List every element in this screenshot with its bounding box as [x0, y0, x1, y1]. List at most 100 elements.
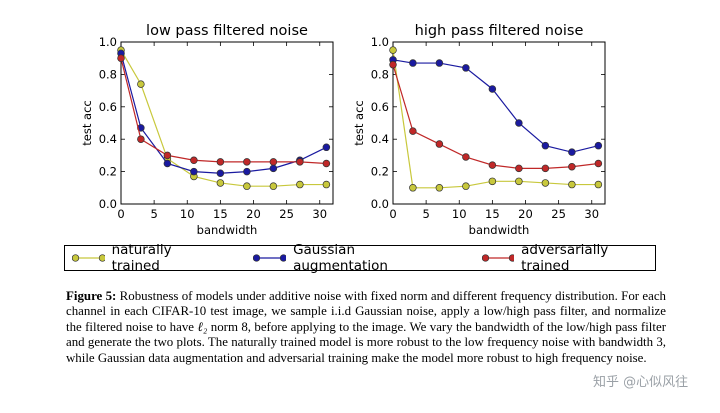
- data-point-gaussian-augmentation: [322, 143, 331, 152]
- x-tick-label: 0: [389, 207, 396, 221]
- data-point-adversarially-trained: [389, 60, 397, 69]
- data-point-adversarially-trained: [163, 151, 172, 160]
- legend-label-natural: naturally trained: [111, 242, 172, 274]
- y-tick-label: 0.2: [371, 165, 389, 179]
- y-tick-label: 0.0: [99, 197, 117, 211]
- data-point-naturally-trained: [594, 180, 603, 189]
- x-tick-label: 5: [150, 207, 157, 221]
- y-tick-label: 1.0: [99, 35, 117, 49]
- data-point-adversarially-trained: [515, 164, 523, 173]
- legend-item-adversarial: adversarially trained: [481, 242, 655, 274]
- data-point-gaussian-augmentation: [488, 85, 497, 93]
- data-point-naturally-trained: [488, 177, 497, 186]
- x-tick-label: 10: [452, 207, 467, 221]
- data-point-gaussian-augmentation: [594, 141, 603, 150]
- data-point-gaussian-augmentation: [243, 167, 251, 176]
- y-tick-label: 0.6: [99, 100, 117, 114]
- data-point-naturally-trained: [216, 179, 225, 187]
- series-line-gaussian-augmentation: [392, 59, 599, 153]
- caption-text-1: Robustness of models under additive nois…: [66, 289, 666, 334]
- plot-frame: [392, 41, 606, 205]
- y-tick-label: 0.2: [99, 165, 117, 179]
- legend-marker-gaussian: [253, 254, 287, 262]
- data-point-gaussian-augmentation: [435, 59, 444, 67]
- chart-title: low pass filtered noise: [146, 23, 308, 39]
- caption-label: Figure 5:: [66, 289, 117, 303]
- y-tick-label: 0.8: [371, 67, 389, 81]
- data-point-adversarially-trained: [541, 164, 550, 173]
- data-point-naturally-trained: [515, 177, 523, 186]
- x-tick-label: 25: [551, 207, 566, 221]
- figure-plots: low pass filtered noise 0 5 10 15 20 25 30 0.0 0.…: [80, 23, 606, 237]
- data-point-naturally-trained: [462, 182, 470, 190]
- data-point-naturally-trained: [269, 182, 278, 190]
- data-point-adversarially-trained: [568, 162, 576, 171]
- data-point-gaussian-augmentation: [462, 64, 470, 72]
- data-point-gaussian-augmentation: [190, 167, 198, 176]
- y-tick-label: 0.8: [99, 67, 117, 81]
- data-point-adversarially-trained: [435, 140, 444, 148]
- x-tick-label: 30: [584, 207, 599, 221]
- data-point-adversarially-trained: [243, 158, 251, 166]
- x-tick-label: 15: [213, 207, 228, 221]
- y-axis-label: test acc: [80, 100, 94, 145]
- data-point-gaussian-augmentation: [409, 59, 417, 67]
- data-point-naturally-trained: [137, 80, 145, 88]
- series-line-naturally-trained: [120, 49, 327, 187]
- data-point-adversarially-trained: [216, 158, 225, 166]
- data-point-gaussian-augmentation: [515, 119, 523, 127]
- x-tick-label: 10: [180, 207, 195, 221]
- data-point-naturally-trained: [296, 180, 304, 189]
- legend-marker-adversarial: [481, 254, 515, 262]
- chart-title: high pass filtered noise: [415, 23, 584, 39]
- caption-l2-symbol: ℓ₂: [197, 319, 208, 334]
- y-axis-label: test acc: [352, 100, 366, 145]
- data-point-gaussian-augmentation: [216, 169, 225, 177]
- series-line-adversarially-trained: [120, 58, 327, 165]
- figure-caption: Figure 5: Robustness of models under add…: [66, 289, 666, 366]
- data-point-adversarially-trained: [117, 54, 125, 62]
- data-point-gaussian-augmentation: [163, 159, 172, 168]
- y-tick-label: 0.6: [371, 100, 389, 114]
- legend-item-natural: naturally trained: [72, 242, 219, 274]
- data-point-gaussian-augmentation: [137, 124, 145, 132]
- legend-item-gaussian: Gaussian augmentation: [253, 242, 447, 274]
- y-tick-label: 0.4: [99, 132, 117, 146]
- data-point-naturally-trained: [243, 182, 251, 190]
- data-point-adversarially-trained: [269, 158, 278, 166]
- x-axis-label: bandwidth: [197, 223, 258, 237]
- data-point-adversarially-trained: [137, 135, 145, 143]
- x-axis-label: bandwidth: [469, 223, 530, 237]
- x-tick-label: 25: [279, 207, 294, 221]
- y-tick-label: 1.0: [371, 35, 389, 49]
- watermark: 知乎 @心似风往: [593, 375, 689, 390]
- data-point-adversarially-trained: [296, 158, 304, 166]
- data-point-adversarially-trained: [488, 161, 497, 169]
- x-tick-label: 5: [422, 207, 429, 221]
- legend: naturally trained Gaussian augmentation …: [64, 242, 656, 274]
- y-tick-label: 0.4: [371, 132, 389, 146]
- data-point-naturally-trained: [322, 180, 331, 189]
- plot-frame: [120, 41, 334, 205]
- legend-label-gaussian: Gaussian augmentation: [293, 242, 388, 274]
- x-tick-label: 20: [518, 207, 533, 221]
- chart-low: low pass filtered noise 0 5 10 15 20 25 30 0.0 0.…: [80, 23, 334, 237]
- x-tick-label: 30: [312, 207, 327, 221]
- data-point-adversarially-trained: [322, 159, 331, 168]
- series-line-adversarially-trained: [392, 64, 599, 169]
- data-point-adversarially-trained: [409, 127, 417, 135]
- data-point-gaussian-augmentation: [541, 141, 550, 150]
- y-tick-label: 0.0: [371, 197, 389, 211]
- x-tick-label: 20: [246, 207, 261, 221]
- data-point-naturally-trained: [541, 179, 550, 187]
- data-point-adversarially-trained: [594, 159, 603, 168]
- data-point-gaussian-augmentation: [568, 148, 576, 156]
- data-point-adversarially-trained: [462, 153, 470, 161]
- x-tick-label: 0: [117, 207, 124, 221]
- data-point-naturally-trained: [435, 184, 444, 192]
- data-point-naturally-trained: [568, 180, 576, 189]
- legend-label-adversarial: adversarially trained: [521, 242, 609, 274]
- data-point-naturally-trained: [389, 46, 397, 54]
- caption-text-2: norm 8, before applying to the image. We…: [66, 319, 666, 365]
- legend-marker-natural: [72, 254, 105, 262]
